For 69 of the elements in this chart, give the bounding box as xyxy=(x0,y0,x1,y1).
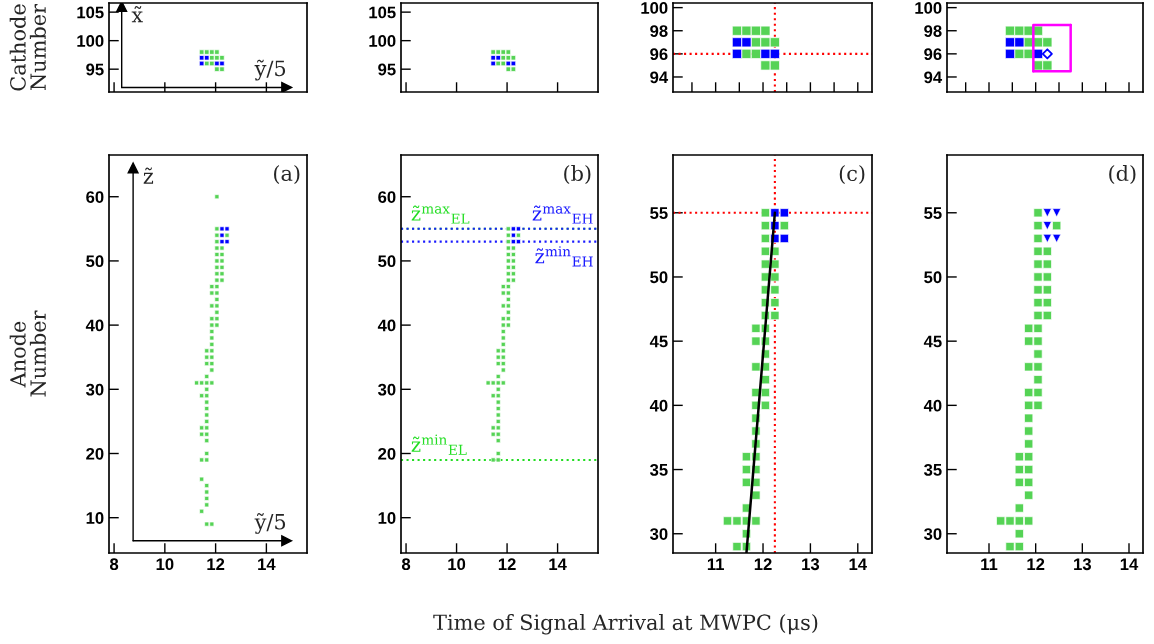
y-tick-label: 94 xyxy=(924,71,943,84)
chart-title: (a) xyxy=(274,164,300,185)
x-tick-label: 12 xyxy=(498,558,516,570)
x-tick-label: 13 xyxy=(1074,558,1091,571)
ref-line-label: z̃$^{min}$$_{EL}$ xyxy=(411,434,467,455)
y-tick-label: 96 xyxy=(650,48,668,61)
y-tick-label: 35 xyxy=(923,463,942,476)
y-tick-label: 45 xyxy=(649,335,668,348)
y-tick-label: 50 xyxy=(924,271,942,284)
annotation: ỹ/5 xyxy=(254,513,286,534)
chart-title: (b) xyxy=(564,164,591,185)
x-tick-label: 14 xyxy=(1120,558,1139,570)
y-tick-label: 30 xyxy=(377,383,396,396)
y-tick-label: 60 xyxy=(378,191,396,203)
x-tick-label: 14 xyxy=(258,558,276,570)
chart-title: (d) xyxy=(1109,164,1136,185)
y-tick-label: 45 xyxy=(923,335,942,348)
y-tick-label: 98 xyxy=(924,25,942,37)
x-tick-label: 12 xyxy=(1027,558,1045,570)
y-tick-label: 20 xyxy=(378,447,396,460)
y-tick-label: 105 xyxy=(77,6,104,19)
y-tick-label: 10 xyxy=(378,512,396,524)
x-tick-label: 13 xyxy=(802,558,820,571)
x-tick-label: 8 xyxy=(401,558,411,571)
y-tick-label: 100 xyxy=(369,35,396,47)
ref-line-label: z̃$^{max}$$_{EL}$ xyxy=(411,205,470,224)
y-tick-label: 55 xyxy=(924,207,942,219)
y-tick-label: 30 xyxy=(923,528,942,540)
y-axis-title: Cathode Number xyxy=(9,3,46,91)
y-tick-label: 40 xyxy=(377,319,396,332)
x-tick-label: 12 xyxy=(207,558,225,570)
y-tick-label: 96 xyxy=(924,48,942,61)
text: Time of Signal Arrival at MWPC (μs) xyxy=(433,614,818,635)
x-tick-label: 14 xyxy=(849,558,867,570)
y-tick-label: 20 xyxy=(86,447,104,460)
ref-line-label: z̃$^{min}$$_{EH}$ xyxy=(535,246,593,267)
y-tick-label: 50 xyxy=(650,271,668,284)
y-tick-label: 40 xyxy=(85,319,104,332)
y-tick-label: 30 xyxy=(649,528,668,540)
y-tick-label: 95 xyxy=(378,63,396,76)
annotation: z̃ xyxy=(143,167,154,184)
x-tick-label: 12 xyxy=(754,558,772,570)
chart-title: (c) xyxy=(839,164,865,185)
y-tick-label: 100 xyxy=(77,35,104,47)
y-tick-label: 35 xyxy=(649,463,668,476)
y-tick-label: 100 xyxy=(915,2,942,14)
x-tick-label: 11 xyxy=(707,558,724,570)
x-tick-label: 8 xyxy=(109,558,119,571)
y-axis-title: Anode Number xyxy=(9,310,46,397)
x-tick-label: 10 xyxy=(448,558,466,571)
y-tick-label: 10 xyxy=(86,512,104,524)
x-tick-label: 14 xyxy=(549,558,567,570)
y-tick-label: 95 xyxy=(86,63,104,76)
y-tick-label: 105 xyxy=(369,6,396,19)
y-tick-label: 100 xyxy=(641,2,668,14)
y-tick-label: 60 xyxy=(86,191,104,203)
y-tick-label: 50 xyxy=(86,255,104,268)
y-tick-label: 40 xyxy=(923,399,942,412)
annotation: ỹ/5 xyxy=(254,59,286,81)
y-tick-label: 55 xyxy=(650,207,668,219)
ref-line-label: z̃$^{max}$$_{EH}$ xyxy=(532,205,593,224)
y-tick-label: 50 xyxy=(378,255,396,268)
y-tick-label: 94 xyxy=(650,71,669,84)
x-tick-label: 11 xyxy=(981,558,998,570)
x-tick-label: 10 xyxy=(156,558,174,571)
y-tick-label: 40 xyxy=(649,399,668,412)
y-tick-label: 98 xyxy=(650,25,668,37)
annotation: x̃ xyxy=(131,6,143,23)
y-tick-label: 30 xyxy=(85,383,104,396)
